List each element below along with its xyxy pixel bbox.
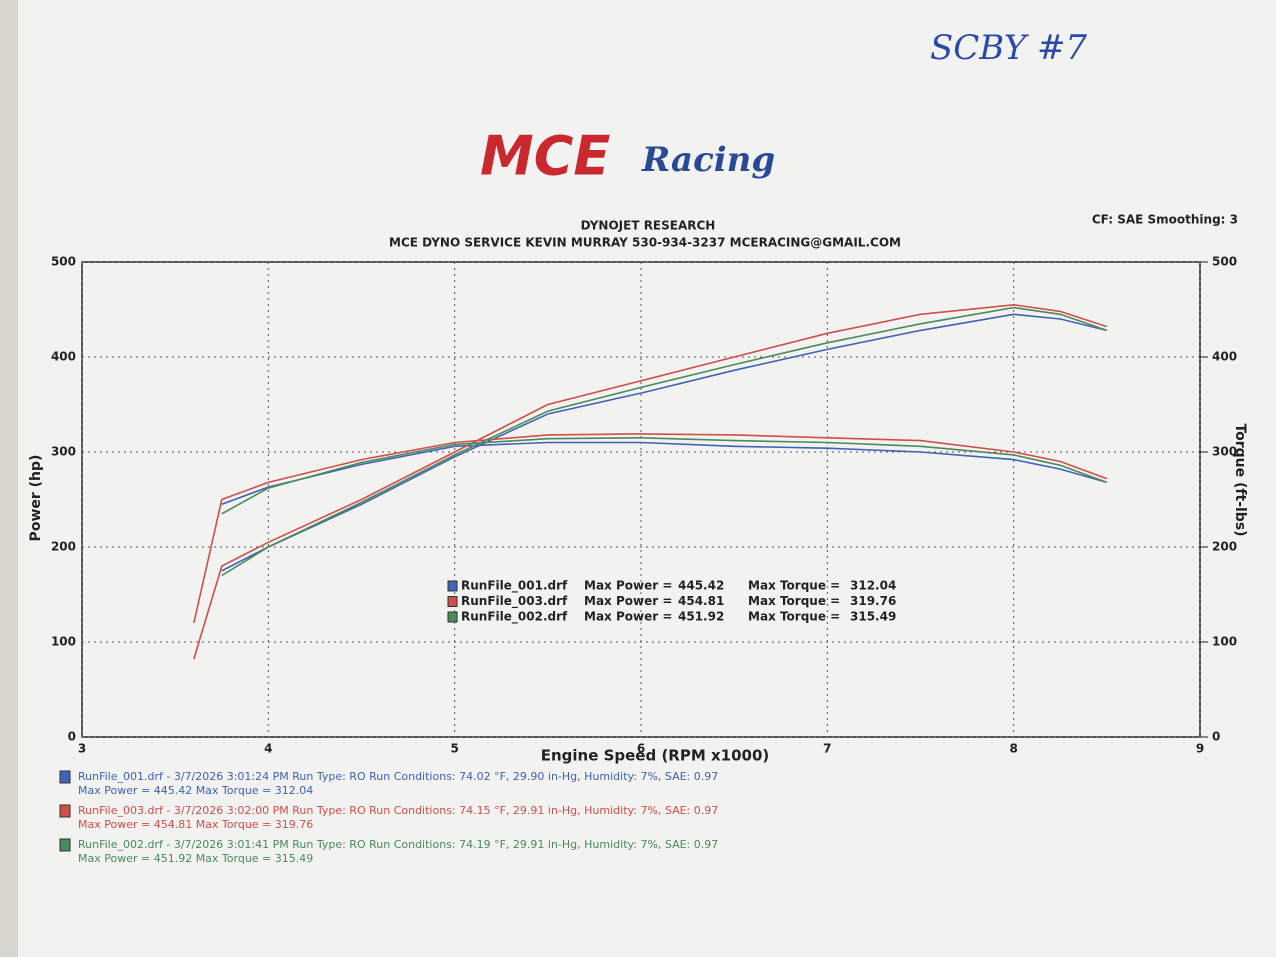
- x-tick-label: 9: [1196, 742, 1204, 756]
- chart-title: DYNOJET RESEARCH: [581, 219, 716, 233]
- power-line: [193, 303, 1108, 660]
- y-tick-label: 400: [51, 350, 76, 364]
- legend-max-power: 454.81: [678, 594, 724, 608]
- legend-name: RunFile_003.drf: [461, 594, 568, 609]
- y2-axis-label: Torque (ft-lbs): [1232, 423, 1248, 536]
- run-swatch: [59, 770, 71, 784]
- logo-script: Racing: [641, 140, 775, 180]
- x-tick-label: 4: [264, 742, 272, 756]
- x-axis-label: Engine Speed (RPM x1000): [541, 747, 770, 765]
- legend-swatch: [447, 596, 458, 607]
- y2-tick-label: 300: [1212, 445, 1237, 459]
- legend-power-label: Max Power =: [584, 594, 672, 608]
- x-tick-label: 3: [78, 742, 86, 756]
- legend-max-torque: 312.04: [850, 579, 896, 593]
- legend-torque-label: Max Torque =: [748, 610, 840, 624]
- run-swatch: [59, 838, 71, 852]
- power-line: [221, 313, 1107, 572]
- y2-tick-label: 200: [1212, 540, 1237, 554]
- run-info-line: RunFile_002.drf - 3/7/2026 3:01:41 PM Ru…: [78, 838, 718, 851]
- power-line: [221, 306, 1108, 577]
- run-info-max: Max Power = 445.42 Max Torque = 312.04: [78, 784, 313, 797]
- paper: [18, 0, 1276, 957]
- legend-max-power: 451.92: [678, 610, 724, 624]
- legend-power-label: Max Power =: [584, 579, 672, 593]
- y-tick-label: 500: [51, 255, 76, 269]
- logo-brand: MCE: [480, 125, 610, 188]
- torque-line: [221, 436, 1108, 515]
- run-info-line: RunFile_003.drf - 3/7/2026 3:02:00 PM Ru…: [78, 804, 718, 817]
- y-tick-label: 0: [68, 730, 76, 744]
- legend-swatch: [447, 580, 458, 592]
- torque-line: [221, 441, 1108, 506]
- y2-tick-label: 400: [1212, 350, 1237, 364]
- y-axis-label: Power (hp): [28, 455, 44, 542]
- x-tick-label: 7: [823, 742, 831, 756]
- x-tick-label: 8: [1009, 742, 1017, 756]
- legend-max-power: 445.42: [678, 579, 724, 593]
- y-tick-label: 200: [51, 540, 76, 554]
- legend-torque-label: Max Torque =: [748, 579, 840, 593]
- legend-power-label: Max Power =: [584, 610, 672, 624]
- y2-tick-label: 500: [1212, 255, 1237, 269]
- run-info-line: RunFile_001.drf - 3/7/2026 3:01:24 PM Ru…: [78, 770, 718, 783]
- legend-max-torque: 315.49: [850, 610, 896, 624]
- y2-tick-label: 100: [1212, 635, 1237, 649]
- x-tick-label: 6: [637, 742, 645, 756]
- handwriting: SCBY #7: [930, 28, 1087, 68]
- legend-torque-label: Max Torque =: [748, 594, 840, 608]
- y2-tick-label: 0: [1212, 730, 1220, 744]
- x-tick-label: 5: [450, 742, 458, 756]
- legend-name: RunFile_001.drf: [461, 579, 568, 594]
- legend-name: RunFile_002.drf: [461, 610, 568, 625]
- y-tick-label: 100: [51, 635, 76, 649]
- run-info-max: Max Power = 454.81 Max Torque = 319.76: [78, 818, 313, 831]
- legend-swatch: [447, 611, 458, 623]
- legend-max-torque: 319.76: [850, 594, 896, 608]
- settings-note: CF: SAE Smoothing: 3: [1092, 213, 1238, 227]
- torque-line: [193, 433, 1108, 624]
- y-tick-label: 300: [51, 445, 76, 459]
- run-swatch: [59, 804, 71, 818]
- chart-subtitle: MCE DYNO SERVICE KEVIN MURRAY 530-934-32…: [389, 236, 901, 250]
- run-info-max: Max Power = 451.92 Max Torque = 315.49: [78, 852, 313, 865]
